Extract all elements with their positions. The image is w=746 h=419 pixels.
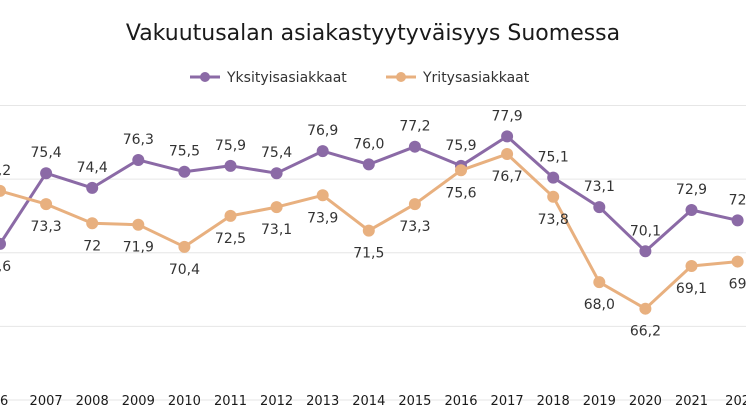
data-point-yritysasiakkaat xyxy=(270,201,283,214)
data-point-yksityisasiakkaat xyxy=(593,201,606,214)
data-point-yritysasiakkaat xyxy=(455,164,467,177)
data-label-yksityisasiakkaat: 75,9 xyxy=(215,138,246,154)
data-point-yksityisasiakkaat xyxy=(408,140,421,153)
legend-label-yksityisasiakkaat: Yksityisasiakkaat xyxy=(226,70,347,86)
data-label-yksityisasiakkaat: 72 xyxy=(729,192,746,208)
x-tick-label: 2014 xyxy=(352,394,385,409)
legend-marker-yritysasiakkaat xyxy=(396,72,406,82)
x-tick-label: 2020 xyxy=(629,394,662,409)
data-point-yritysasiakkaat xyxy=(0,184,6,197)
data-label-yritysasiakkaat: 76,7 xyxy=(492,169,523,185)
legend-marker-yksityisasiakkaat xyxy=(200,72,210,82)
data-label-yksityisasiakkaat: 75,4 xyxy=(261,145,292,161)
x-axis: 06 2007 2008 2009 2010 2011 2012 2013 2014 2015 20… xyxy=(0,394,746,409)
data-label-yksityisasiakkaat: 77,2 xyxy=(399,119,430,135)
data-point-yritysasiakkaat xyxy=(593,276,606,289)
data-point-yksityisasiakkaat xyxy=(362,158,375,171)
data-label-yksityisasiakkaat: 75,9 xyxy=(445,138,476,154)
data-point-yritysasiakkaat xyxy=(547,190,560,203)
data-point-yritysasiakkaat xyxy=(40,198,53,211)
data-point-yksityisasiakkaat xyxy=(270,167,283,180)
x-tick-label: 2016 xyxy=(444,394,477,409)
data-label-yritysasiakkaat: 70,4 xyxy=(169,262,200,278)
data-point-yritysasiakkaat xyxy=(362,224,375,237)
data-point-yksityisasiakkaat xyxy=(316,145,329,158)
x-tick-label: 2021 xyxy=(675,394,708,409)
x-tick-label: 2007 xyxy=(30,394,63,409)
data-label-yritysasiakkaat: 68,0 xyxy=(584,297,615,313)
data-labels: 0,6 75,4 74,4 76,3 75,5 75,9 75,4 76,9 76,0 77,2 7… xyxy=(0,108,746,339)
data-label-yksityisasiakkaat: 76,3 xyxy=(123,132,154,148)
data-point-yritysasiakkaat xyxy=(731,255,744,268)
data-label-yritysasiakkaat: 72,5 xyxy=(215,231,246,247)
data-point-yritysasiakkaat xyxy=(86,217,99,230)
data-label-yksityisasiakkaat: 73,1 xyxy=(584,179,615,195)
data-point-yritysasiakkaat xyxy=(501,148,514,161)
data-label-yritysasiakkaat: 71,5 xyxy=(353,246,384,262)
x-tick-label: 2008 xyxy=(76,394,109,409)
data-label-yksityisasiakkaat: 70,1 xyxy=(630,223,661,239)
x-tick-label: 06 xyxy=(0,394,8,409)
data-label-yritysasiakkaat: 73,8 xyxy=(538,212,569,228)
data-point-yksityisasiakkaat xyxy=(0,237,6,250)
data-label-yritysasiakkaat: 73,9 xyxy=(307,210,338,226)
data-label-yritysasiakkaat: 66,2 xyxy=(630,324,661,340)
x-tick-label: 2019 xyxy=(583,394,616,409)
data-point-yritysasiakkaat xyxy=(639,302,652,315)
data-label-yritysasiakkaat: 71,9 xyxy=(123,240,154,256)
data-point-yritysasiakkaat xyxy=(178,240,191,253)
data-label-yksityisasiakkaat: 77,9 xyxy=(492,108,523,124)
data-label-yksityisasiakkaat: 76,0 xyxy=(353,136,384,152)
data-label-yksityisasiakkaat: 72,9 xyxy=(676,182,707,198)
data-point-yksityisasiakkaat xyxy=(639,245,652,258)
data-label-yksityisasiakkaat: 75,1 xyxy=(538,150,569,166)
data-point-yksityisasiakkaat xyxy=(731,214,744,227)
data-point-yksityisasiakkaat xyxy=(501,130,514,143)
data-point-yritysasiakkaat xyxy=(408,198,421,211)
data-point-yritysasiakkaat xyxy=(224,209,237,222)
data-label-yritysasiakkaat: 73,3 xyxy=(399,219,430,235)
x-tick-label: 2009 xyxy=(122,394,155,409)
data-label-yksityisasiakkaat: 75,5 xyxy=(169,144,200,160)
data-point-yksityisasiakkaat xyxy=(132,153,145,166)
data-label-yritysasiakkaat: 69 xyxy=(729,277,746,293)
data-point-yritysasiakkaat xyxy=(685,259,698,272)
x-tick-label: 2018 xyxy=(537,394,570,409)
data-label-yritysasiakkaat: 69,1 xyxy=(676,281,707,297)
data-point-yksityisasiakkaat xyxy=(547,171,560,184)
series xyxy=(0,130,744,315)
data-label-yritysasiakkaat: 4,2 xyxy=(0,163,11,179)
data-label-yksityisasiakkaat: 75,4 xyxy=(31,145,62,161)
data-label-yksityisasiakkaat: 76,9 xyxy=(307,123,338,139)
data-label-yritysasiakkaat: 72 xyxy=(83,238,101,254)
x-tick-label: 202 xyxy=(725,394,746,409)
data-label-yksityisasiakkaat: 74,4 xyxy=(77,160,108,176)
data-label-yritysasiakkaat: 73,1 xyxy=(261,222,292,238)
chart-title: Vakuutusalan asiakastyytyväisyys Suomess… xyxy=(126,21,620,46)
data-point-yksityisasiakkaat xyxy=(40,167,53,180)
x-tick-label: 2011 xyxy=(214,394,247,409)
gridlines xyxy=(0,104,746,401)
x-tick-label: 2013 xyxy=(306,394,339,409)
data-label-yritysasiakkaat: 75,6 xyxy=(445,185,476,201)
x-tick-label: 2017 xyxy=(491,394,524,409)
data-point-yritysasiakkaat xyxy=(316,189,329,202)
x-tick-label: 2015 xyxy=(398,394,431,409)
data-point-yksityisasiakkaat xyxy=(224,159,237,172)
x-tick-label: 2012 xyxy=(260,394,293,409)
legend-label-yritysasiakkaat: Yritysasiakkaat xyxy=(422,70,530,86)
data-point-yritysasiakkaat xyxy=(132,218,145,231)
legend: Yksityisasiakkaat Yritysasiakkaat xyxy=(190,70,530,86)
data-label-yksityisasiakkaat: 0,6 xyxy=(0,259,11,275)
data-point-yksityisasiakkaat xyxy=(685,204,698,217)
data-label-yritysasiakkaat: 73,3 xyxy=(31,219,62,235)
data-point-yksityisasiakkaat xyxy=(178,165,191,178)
x-tick-label: 2010 xyxy=(168,394,201,409)
data-point-yksityisasiakkaat xyxy=(86,181,99,194)
